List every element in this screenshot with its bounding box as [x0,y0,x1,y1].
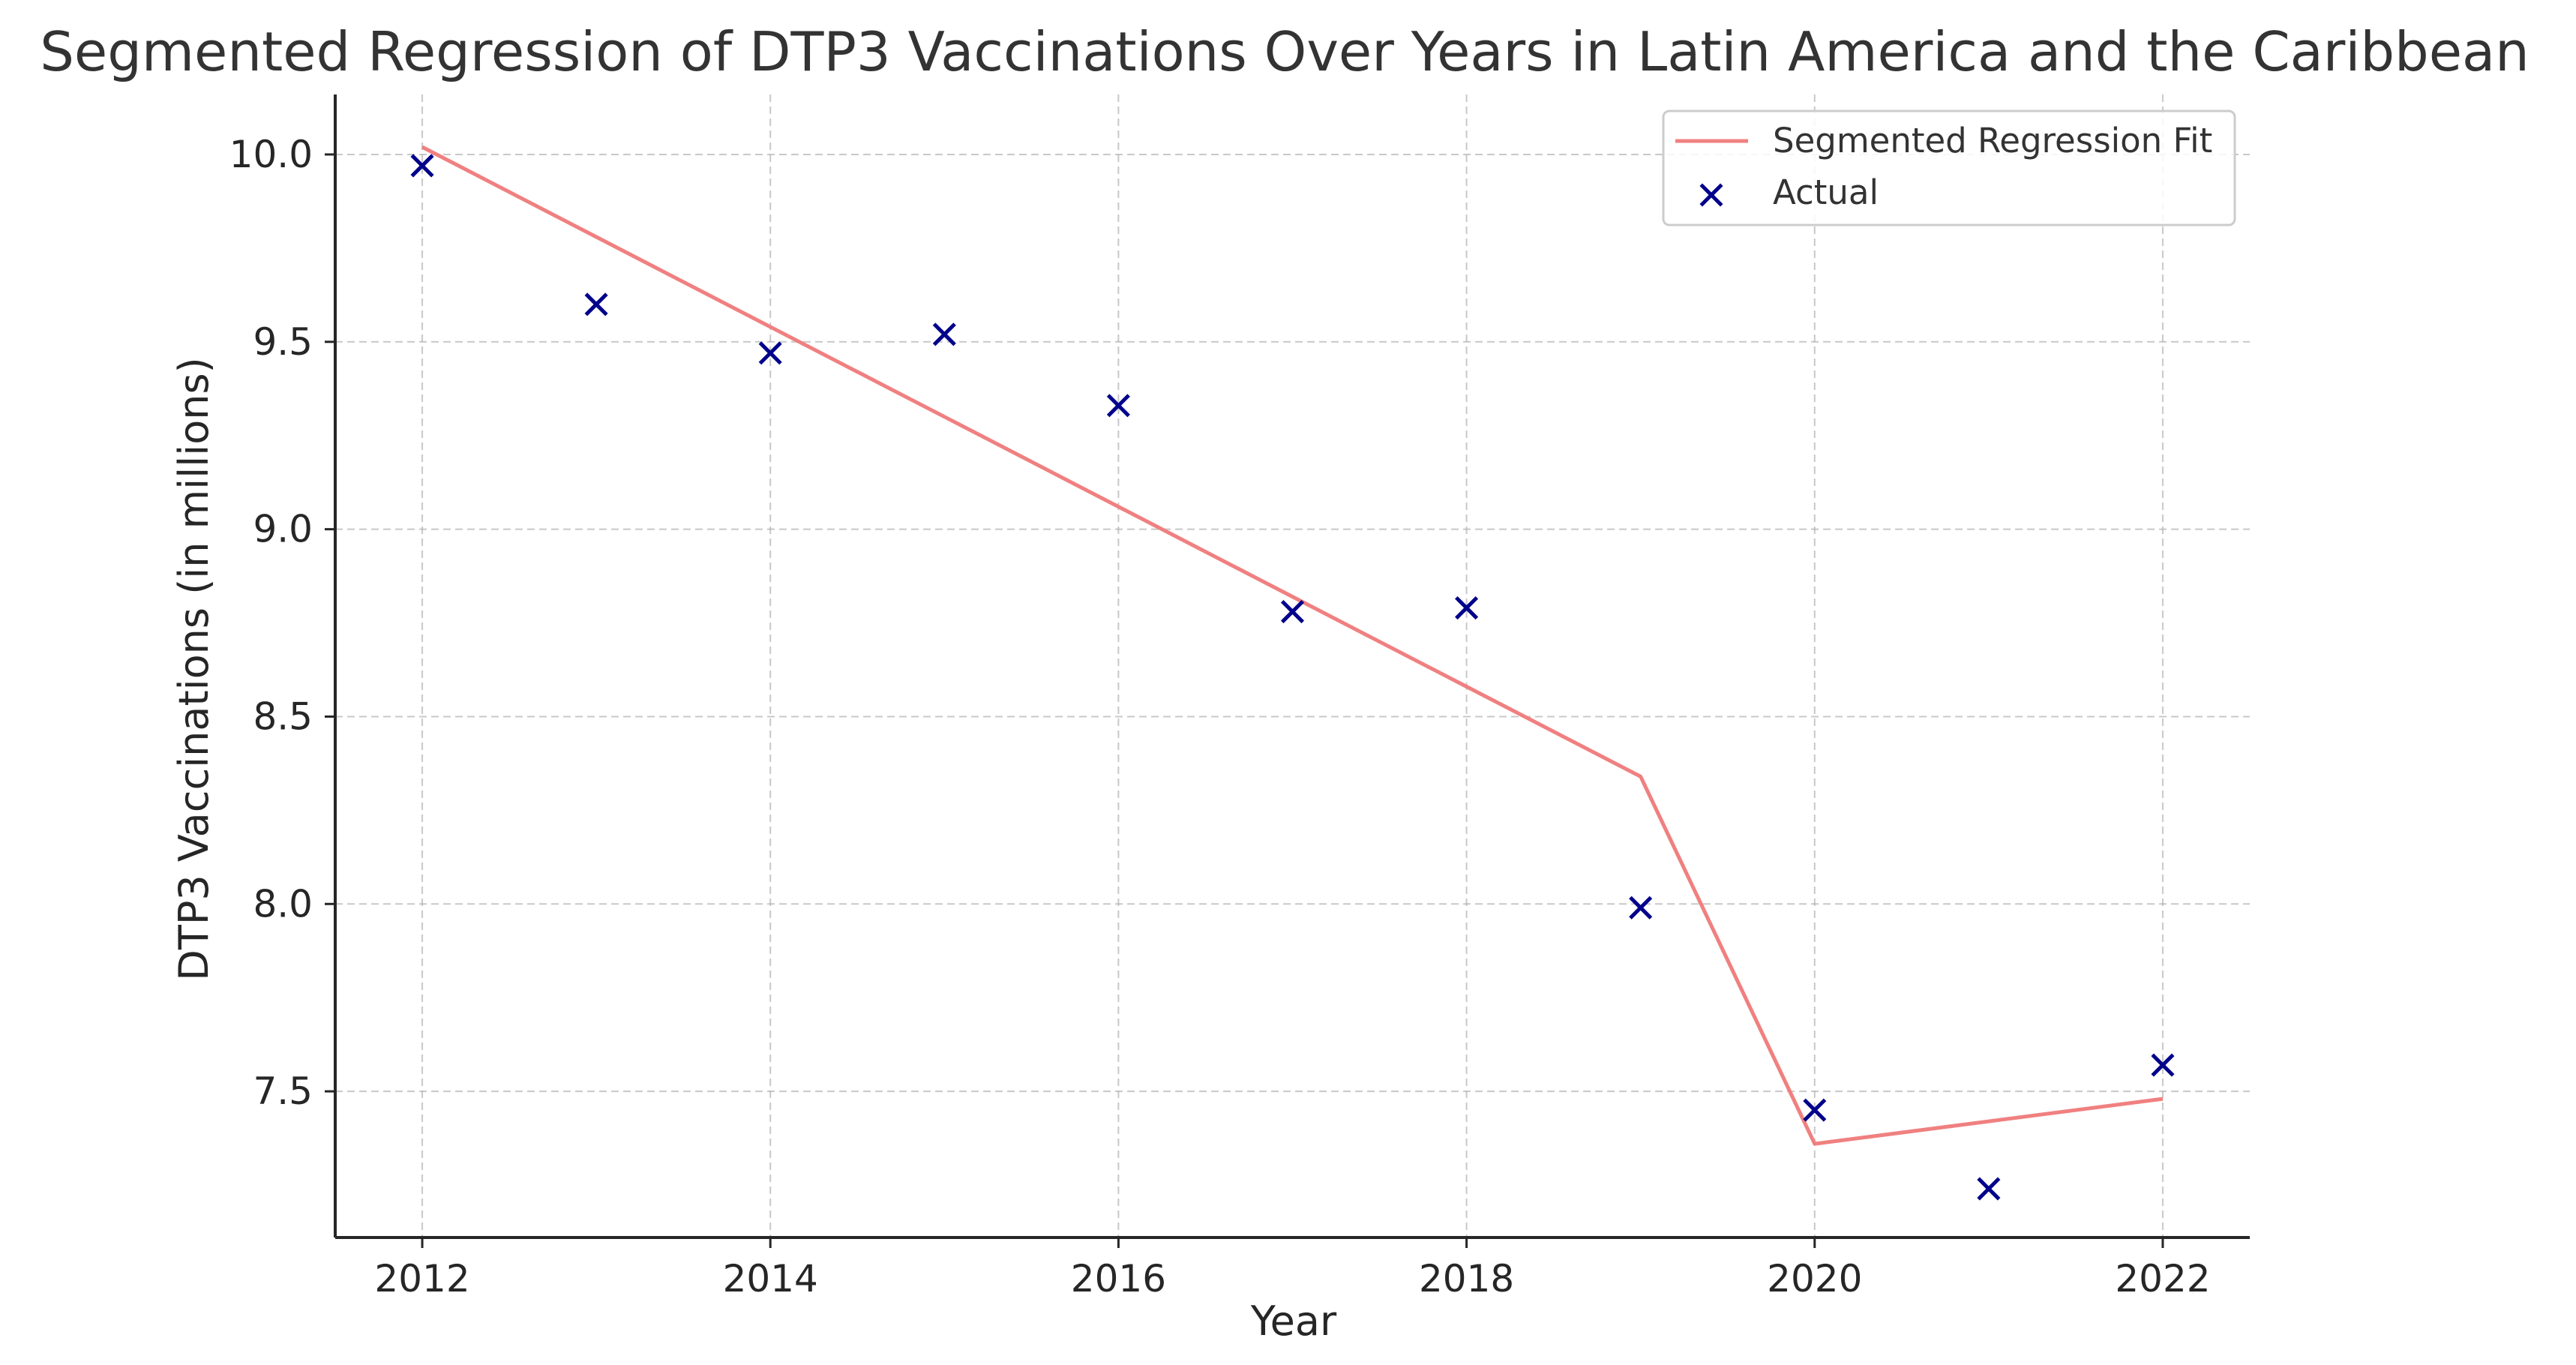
y-tick-label: 7.5 [253,1070,313,1113]
y-tick-label: 8.0 [253,882,313,926]
actual-point [584,292,608,316]
x-tick-label: 2020 [1767,1257,1862,1300]
y-tick-label: 9.5 [253,320,313,364]
chart-title: Segmented Regression of DTP3 Vaccination… [40,20,2530,83]
legend-label-fit: Segmented Regression Fit [1773,121,2212,160]
ticks-layer: 2012 2014 2016 2018 2020 2022 7.5 8.0 8.5 9.0 9.5 1… [229,133,2211,1300]
actual-point [2151,1053,2175,1077]
regression-fit-line [421,145,2164,1146]
actual-point [1977,1177,2001,1201]
legend: Segmented Regression Fit Actual [1662,110,2236,226]
x-tick-label: 2012 [374,1257,469,1300]
y-axis-label: DTP3 Vaccinations (in millions) [170,357,217,980]
series-layer [410,145,2175,1201]
x-tick-label: 2014 [723,1257,818,1300]
actual-point [932,322,956,346]
axes-layer [334,94,2250,1239]
actual-point [410,154,434,178]
grid-layer [335,94,2250,1238]
legend-frame [1662,110,2236,226]
x-tick-label: 2018 [1419,1257,1514,1300]
legend-label-actual: Actual [1773,172,1879,212]
actual-point [1803,1098,1827,1122]
x-tick-label: 2022 [2115,1257,2210,1300]
actual-point [1455,596,1479,620]
x-axis-label: Year [1250,1298,1337,1345]
actual-point [1106,394,1130,418]
y-tick-label: 8.5 [253,694,313,738]
actual-point [1629,896,1653,920]
actual-point [1280,600,1305,624]
x-tick-label: 2016 [1071,1257,1166,1300]
legend-marker-swatch [1699,183,1723,207]
y-tick-label: 10.0 [229,133,313,176]
actual-point [758,341,782,365]
y-tick-label: 9.0 [253,508,313,551]
